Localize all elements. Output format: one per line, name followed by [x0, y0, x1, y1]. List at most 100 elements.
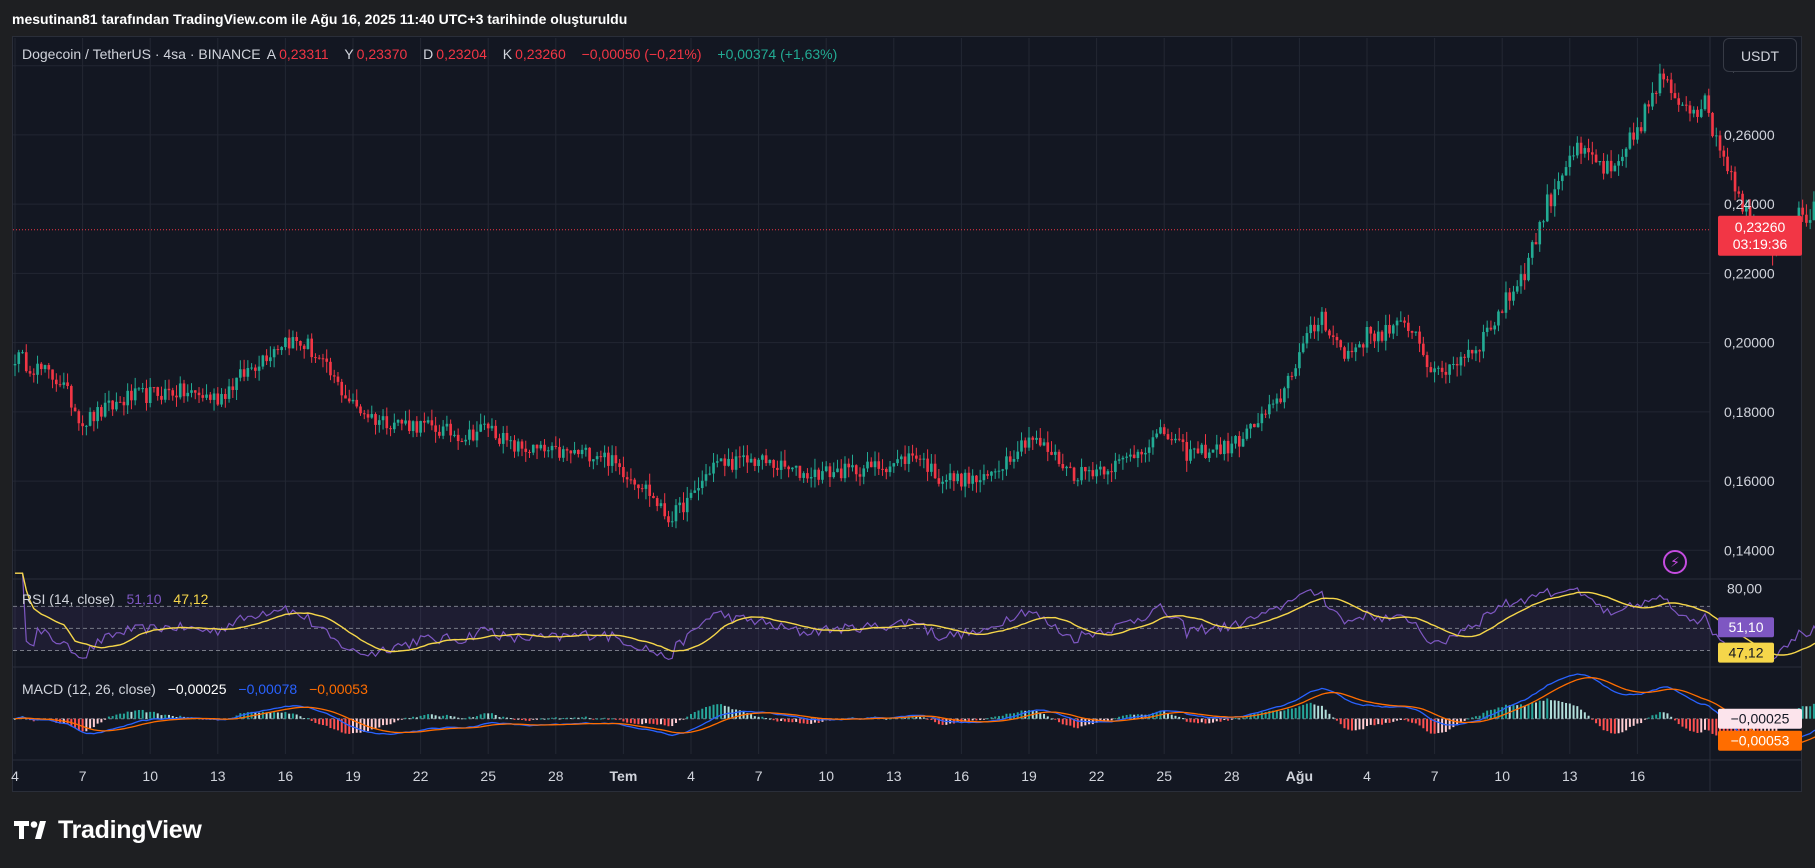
candle-body [1061, 463, 1065, 469]
tradingview-logo[interactable]: TradingView [14, 815, 202, 845]
candle-body [1339, 340, 1343, 348]
macd-hist-bar [1238, 718, 1241, 720]
macd-hist-bar [393, 718, 396, 723]
macd-hist-bar [885, 718, 888, 720]
candle-body [111, 400, 114, 410]
currency-button[interactable]: USDT [1723, 38, 1797, 72]
extra-change-value: +0,00374 (+1,63%) [717, 46, 838, 62]
macd-hist-bar [348, 718, 351, 734]
candle-body [1602, 161, 1605, 174]
macd-hist-bar [382, 718, 385, 726]
macd-hist-bar [1576, 706, 1579, 719]
lightning-icon[interactable]: ⚡ [1663, 550, 1687, 574]
macd-hist-bar [1809, 706, 1812, 719]
macd-hist-bar [539, 718, 542, 720]
candle-body [1162, 427, 1166, 435]
macd-hist-bar [1459, 718, 1462, 723]
macd-hist-bar [1595, 718, 1598, 724]
macd-hist-bar [648, 718, 651, 724]
candle-body [1748, 205, 1752, 224]
candle-body [1534, 242, 1538, 245]
macd-hist-bar [964, 718, 967, 722]
macd-hist-bar [776, 718, 779, 722]
macd-hist-bar [408, 718, 411, 720]
symbol-legend[interactable]: Dogecoin / TetherUS · 4sa · BINANCE A 0,2… [22, 46, 840, 62]
macd-hist-bar [89, 718, 92, 729]
macd-signal-tag [1718, 730, 1802, 751]
candle-body [1234, 436, 1237, 444]
macd-hist-bar [975, 718, 978, 721]
macd-hist-bar [941, 718, 944, 725]
macd-hist-bar [566, 717, 569, 719]
candle-body [377, 420, 381, 425]
rsi-ma-value: 47,12 [173, 591, 209, 607]
macd-hist-bar [1001, 715, 1004, 719]
candle-body [595, 456, 599, 460]
macd-hist-bar [291, 713, 294, 719]
macd-hist-bar [412, 716, 415, 719]
candle-body [1369, 327, 1373, 334]
candle-body [235, 377, 238, 390]
time-tick-label: 16 [954, 768, 970, 784]
rsi-legend[interactable]: RSI (14, close) 51,10 47,12 [22, 591, 208, 607]
macd-title[interactable]: MACD (12, 26, close) [22, 681, 156, 697]
candle-body [1207, 452, 1211, 458]
macd-hist-bar [1501, 707, 1504, 719]
candle-body [1606, 160, 1609, 174]
macd-hist-bar [1403, 718, 1406, 721]
candle-body [175, 395, 178, 398]
candle-body [1309, 324, 1312, 334]
candle-body [753, 458, 757, 466]
macd-legend[interactable]: MACD (12, 26, close) −0,00025 −0,00078 −… [22, 681, 368, 697]
macd-hist-bar [1722, 718, 1725, 740]
macd-hist-bar [1651, 715, 1654, 719]
candle-body [118, 401, 122, 403]
candle-body [1587, 148, 1590, 153]
macd-hist-bar [1091, 718, 1094, 725]
chart-frame[interactable] [12, 36, 1802, 792]
rsi-title[interactable]: RSI (14, close) [22, 591, 115, 607]
rsi-value-tag [1718, 617, 1774, 638]
macd-hist-bar [1242, 717, 1245, 719]
candle-body [648, 484, 652, 496]
macd-hist-bar [1550, 700, 1553, 719]
macd-hist-bar [265, 712, 268, 719]
candle-body [36, 363, 39, 375]
candle-body [1703, 95, 1707, 110]
candle-body [389, 428, 392, 430]
candle-body [299, 341, 302, 346]
macd-hist-bar [1587, 715, 1590, 719]
candle-body [1805, 214, 1808, 223]
macd-hist-bar [1208, 718, 1211, 724]
candle-body [1681, 104, 1684, 106]
candle-body [1692, 109, 1696, 114]
macd-hist-bar [708, 706, 711, 719]
candle-body [242, 369, 246, 377]
candle-body [1350, 350, 1354, 353]
candle-body [1467, 349, 1470, 358]
macd-hist-bar [1163, 711, 1166, 719]
candle-body [930, 463, 933, 472]
candle-body [599, 456, 603, 458]
candle-body [438, 431, 441, 436]
macd-hist-bar [607, 718, 610, 720]
macd-hist-bar [355, 718, 358, 733]
grid-layer [12, 36, 1802, 792]
macd-hist-bar [1467, 718, 1470, 720]
candle-body [1564, 167, 1568, 176]
macd-hist-bar [1200, 718, 1203, 723]
macd-hist-bar [1245, 715, 1248, 719]
macd-hist-bar [813, 718, 816, 723]
symbol-title[interactable]: Dogecoin / TetherUS · 4sa · BINANCE [22, 46, 261, 62]
macd-hist-bar [513, 718, 516, 720]
macd-hist-bar [618, 718, 621, 720]
macd-hist-bar [1805, 706, 1808, 719]
candle-body [941, 481, 944, 484]
macd-hist-bar [603, 717, 606, 719]
candle-body [1316, 324, 1320, 332]
macd-hist-bar [1437, 718, 1440, 734]
macd-hist-bar [100, 718, 103, 723]
candle-body [730, 458, 734, 470]
macd-hist-bar [652, 718, 655, 724]
